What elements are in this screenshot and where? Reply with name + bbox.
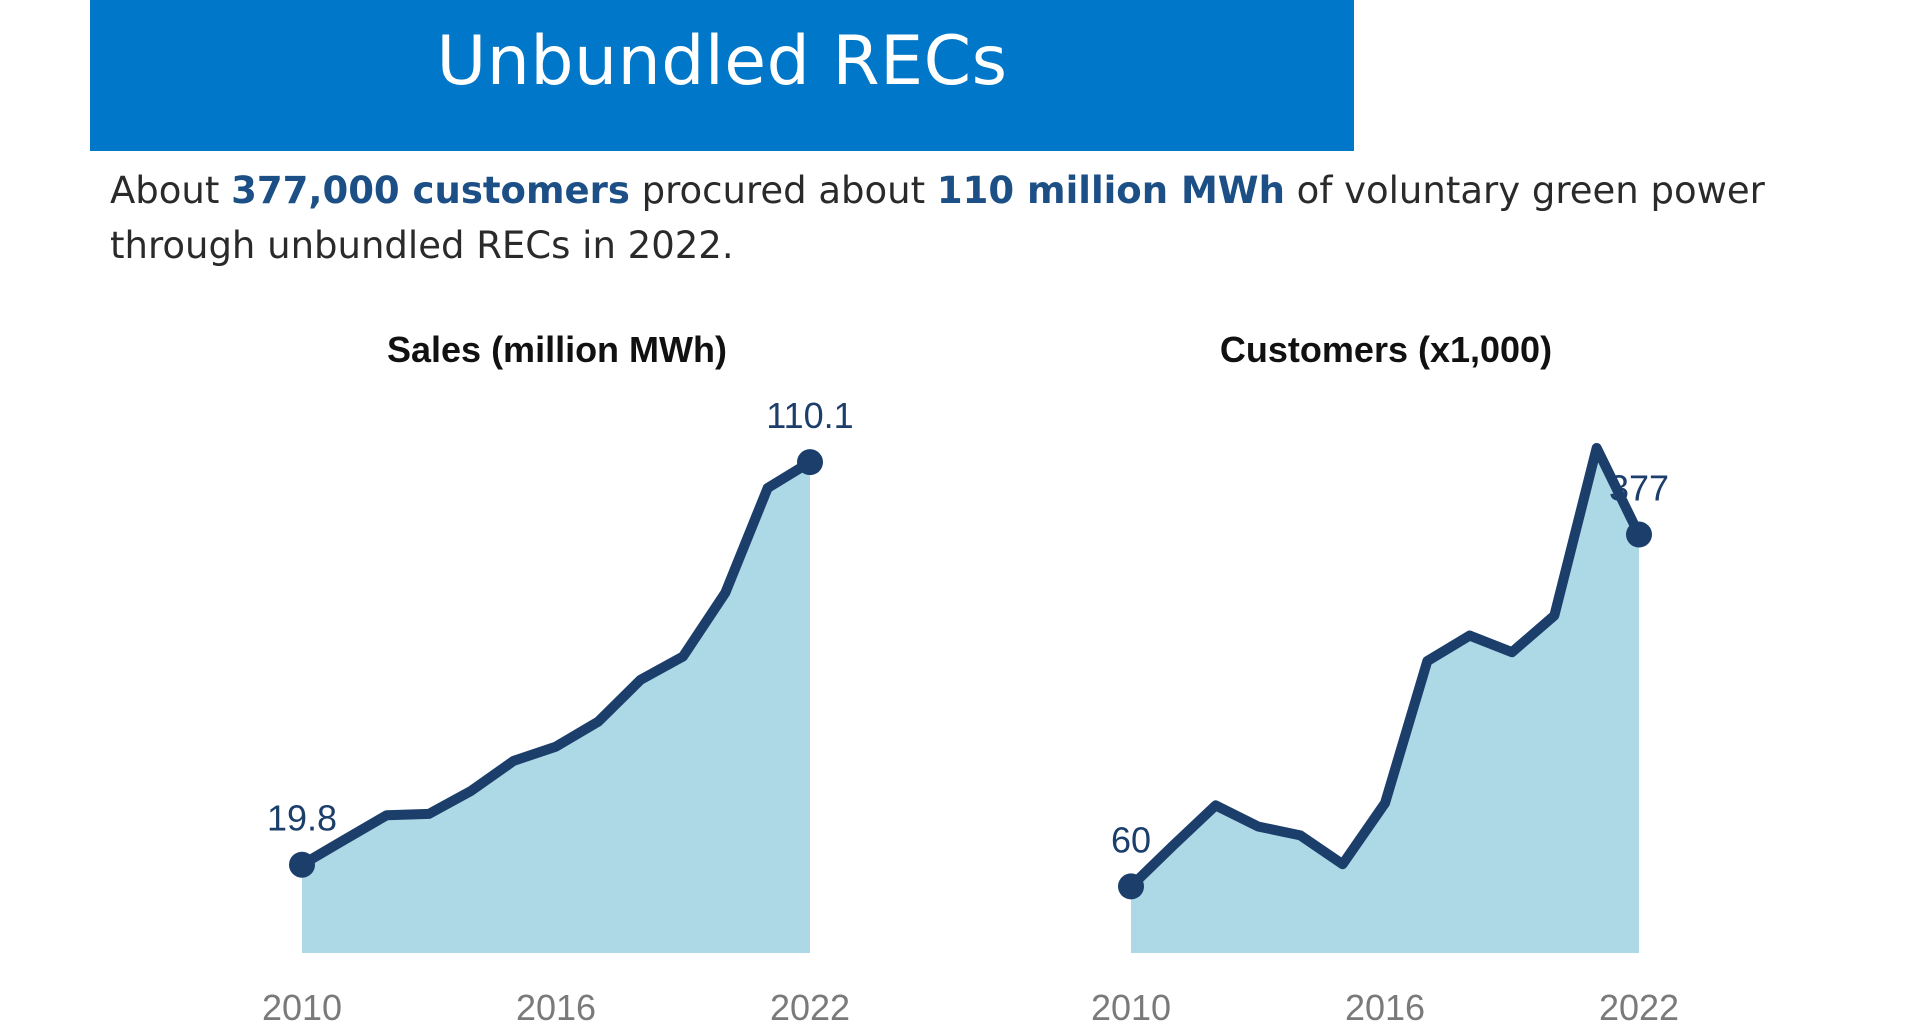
sales-x-tick-2022: 2022: [770, 987, 850, 1028]
sales-point-2022: [797, 449, 823, 476]
sales-area-fill: [302, 462, 810, 953]
summary-prefix: About: [110, 169, 232, 212]
customers-point-2010: [1118, 873, 1144, 900]
sales-chart: Sales (million MWh) 19.8 110.1 2010 2016 202…: [262, 329, 854, 1028]
customers-data-label-2010: 60: [1111, 819, 1151, 860]
customers-area-fill: [1131, 447, 1639, 953]
customers-point-2022: [1626, 521, 1652, 548]
customers-series-line: [1126, 442, 1644, 892]
sales-x-tick-2016: 2016: [516, 987, 596, 1028]
summary-middle: procured about: [629, 169, 937, 212]
sales-data-label-2010: 19.8: [267, 798, 337, 839]
summary-text: About 377,000 customers procured about 1…: [110, 163, 1790, 273]
sales-data-label-2022: 110.1: [766, 395, 853, 436]
sales-highlight: 110 million MWh: [936, 169, 1285, 212]
customers-x-tick-2016: 2016: [1345, 987, 1425, 1028]
summary-suffix: of voluntary green power through unbundl…: [110, 169, 1765, 267]
title-banner: Unbundled RECs: [90, 0, 1354, 151]
sales-x-tick-2010: 2010: [262, 987, 342, 1028]
customers-x-tick-2022: 2022: [1599, 987, 1679, 1028]
sales-series-line: [297, 457, 815, 870]
customers-chart: Customers (x1,000) 60 377 2010 2016 2022: [1091, 329, 1679, 1028]
page-title: Unbundled RECs: [436, 22, 1008, 101]
customers-chart-title: Customers (x1,000): [1220, 329, 1552, 370]
customers-highlight: 377,000 customers: [231, 169, 630, 212]
sales-chart-title: Sales (million MWh): [387, 329, 727, 370]
sales-point-2010: [289, 851, 315, 878]
customers-data-label-2022: 377: [1609, 468, 1669, 509]
customers-x-tick-2010: 2010: [1091, 987, 1171, 1028]
